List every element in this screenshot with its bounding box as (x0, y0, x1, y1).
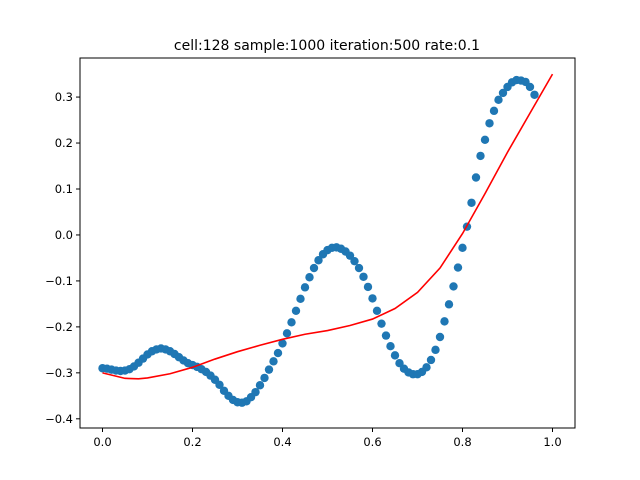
data-point (309, 263, 319, 273)
data-point (377, 319, 386, 328)
data-point (435, 332, 445, 342)
data-point (359, 272, 368, 281)
data-point (300, 283, 310, 292)
data-point (260, 373, 269, 383)
data-point (368, 294, 377, 303)
y-tick-label: −0.4 (45, 412, 73, 426)
data-point (440, 317, 449, 326)
data-point (489, 106, 499, 116)
data-point (525, 82, 535, 92)
data-point (354, 263, 364, 273)
data-point (350, 256, 359, 266)
data-point (422, 363, 431, 372)
data-point (458, 243, 467, 253)
y-tick-label: 0.3 (55, 90, 73, 104)
data-point (476, 151, 485, 161)
data-point (278, 339, 287, 348)
data-point (215, 380, 224, 389)
data-point (453, 263, 463, 272)
x-tick-label: 0.6 (363, 435, 381, 449)
y-tick-label: 0.0 (55, 228, 73, 242)
data-point (386, 341, 395, 351)
data-point (485, 119, 494, 128)
data-point (494, 95, 503, 105)
data-point (530, 90, 539, 99)
data-point (480, 135, 490, 145)
data-point (264, 365, 274, 374)
y-tick-label: 0.2 (55, 136, 73, 150)
y-tick-label: −0.1 (45, 274, 73, 288)
data-point (431, 345, 440, 355)
plot-content (98, 73, 554, 407)
plot-frame (79, 57, 576, 429)
x-axis: 0.0 0.2 0.4 0.6 0.8 1.0 (93, 428, 562, 449)
x-tick-label: 0.4 (273, 435, 291, 449)
data-point (287, 318, 296, 327)
data-point (444, 300, 454, 309)
data-point (291, 306, 301, 315)
y-tick-label: −0.3 (45, 366, 73, 380)
data-point (282, 329, 292, 338)
data-point (363, 282, 373, 292)
fit-line (102, 73, 554, 380)
data-point (467, 198, 476, 207)
x-tick-label: 0.8 (453, 435, 471, 449)
y-tick-label: 0.1 (55, 182, 73, 196)
data-point (314, 256, 323, 265)
chart-title: cell:128 sample:1000 iteration:500 rate:… (174, 38, 480, 54)
data-point (449, 282, 458, 291)
data-point (251, 387, 260, 397)
x-tick-label: 1.0 (543, 435, 561, 449)
data-point (305, 273, 314, 282)
data-point (296, 294, 305, 304)
y-axis: −0.4 −0.3 −0.2 −0.1 0.0 0.1 0.2 0.3 (45, 90, 80, 426)
data-point (372, 306, 382, 315)
data-point (426, 355, 436, 365)
data-point (255, 381, 265, 390)
data-point (269, 357, 278, 366)
x-tick-label: 0.2 (183, 435, 201, 449)
data-point (381, 331, 391, 340)
data-point (273, 348, 283, 358)
data-point (471, 173, 481, 182)
data-point (390, 351, 400, 360)
y-tick-label: −0.2 (45, 320, 73, 334)
data-point (498, 88, 508, 98)
x-tick-label: 0.0 (93, 435, 111, 449)
